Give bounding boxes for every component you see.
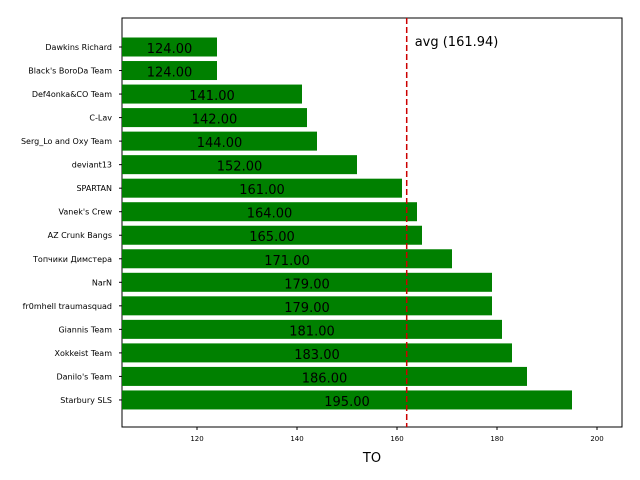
bar (122, 178, 402, 198)
bar (122, 61, 217, 81)
bar-value-label: 183.00 (294, 348, 340, 363)
bar (122, 249, 452, 269)
bar-value-label: 124.00 (147, 66, 193, 81)
y-tick-label: deviant13 (72, 161, 112, 170)
bar (122, 366, 527, 386)
average-label: avg (161.94) (415, 35, 499, 50)
x-tick-label: 140 (290, 435, 303, 443)
bar-value-label: 144.00 (197, 136, 243, 151)
y-tick-label: AZ Crunk Bangs (48, 231, 112, 240)
x-tick-label: 120 (190, 435, 203, 443)
y-tick-label: Starbury SLS (60, 396, 112, 405)
x-tick-label: 200 (590, 435, 603, 443)
bar (122, 37, 217, 57)
bar-value-label: 141.00 (189, 89, 235, 104)
x-axis-label: TO (362, 451, 381, 466)
y-tick-label: fr0mhell traumasquad (23, 302, 112, 311)
y-tick-label: Black's BoroDa Team (28, 67, 112, 76)
bar (122, 296, 492, 316)
bar (122, 131, 317, 151)
y-tick-label: Serg_Lo and Oxy Team (21, 137, 112, 146)
bar (122, 343, 512, 363)
bar (122, 202, 417, 222)
bar-value-label: 164.00 (247, 207, 293, 222)
bar (122, 225, 422, 245)
y-tick-label: Топчики Димстера (32, 255, 112, 264)
bars-group: 124.00 124.00 141.00 142.00 144.00 152.00 161.… (122, 37, 572, 410)
x-ticks: 120 140 160 180 200 (190, 427, 604, 443)
x-tick-label: 180 (490, 435, 503, 443)
y-tick-label: C-Lav (89, 114, 112, 123)
bar (122, 390, 572, 410)
bar (122, 155, 357, 175)
bar-value-label: 179.00 (284, 277, 330, 292)
y-tick-label: Giannis Team (58, 325, 112, 334)
bar-value-label: 186.00 (302, 371, 348, 386)
y-tick-label: NarN (92, 278, 112, 287)
bar (122, 272, 492, 292)
bar-value-label: 179.00 (284, 301, 330, 316)
y-tick-label: Danilo's Team (56, 372, 112, 381)
y-tick-labels: Dawkins Richard Black's BoroDa Team Def4on… (21, 43, 122, 405)
bar-value-label: 171.00 (264, 254, 310, 269)
y-tick-label: SPARTAN (76, 184, 112, 193)
x-tick-label: 160 (390, 435, 403, 443)
bar (122, 84, 302, 104)
bar-value-label: 124.00 (147, 42, 193, 57)
bar-value-label: 195.00 (324, 395, 370, 410)
y-tick-label: Def4onka&CO Team (32, 90, 112, 99)
y-tick-label: Dawkins Richard (45, 43, 112, 52)
y-tick-label: Vanek's Crew (59, 208, 113, 217)
bar-value-label: 165.00 (249, 230, 295, 245)
bar-value-label: 152.00 (217, 160, 263, 175)
bar-value-label: 142.00 (192, 113, 238, 128)
bar (122, 108, 307, 128)
y-tick-label: Xokkeist Team (55, 349, 113, 358)
bar-value-label: 161.00 (239, 183, 285, 198)
bar-value-label: 181.00 (289, 324, 335, 339)
